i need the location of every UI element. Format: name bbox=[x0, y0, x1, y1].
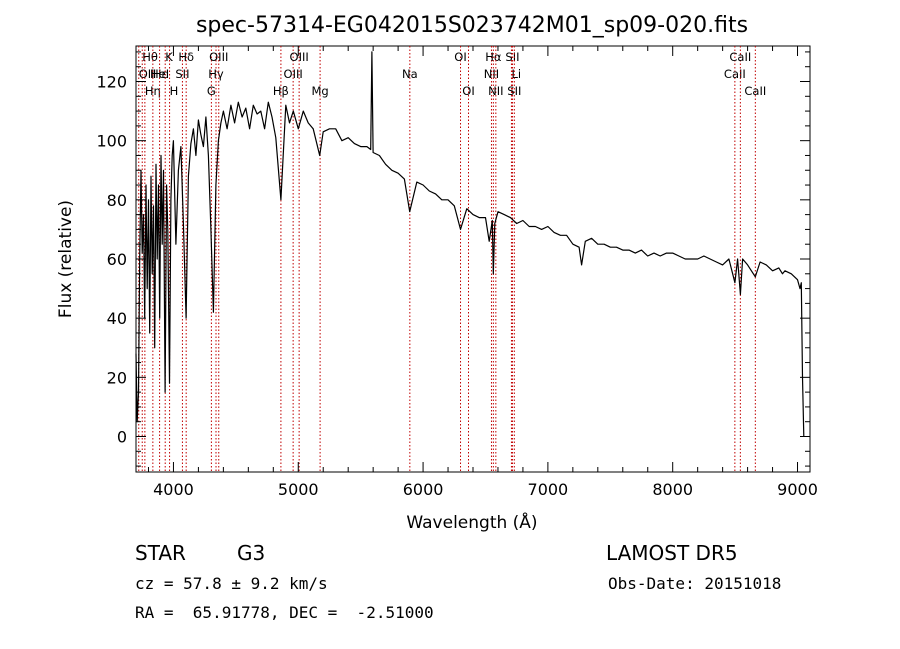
y-tick-label: 20 bbox=[107, 368, 127, 387]
line-marker-label: HeI bbox=[150, 67, 169, 81]
spectrum-line bbox=[135, 51, 805, 437]
survey-label: LAMOST DR5 bbox=[606, 541, 738, 565]
line-markers: OIIHθHηHεHeIKHSIIHδGHγOIIIHβOIIIOIIIMgNa… bbox=[138, 46, 766, 472]
line-marker-label: Li bbox=[511, 67, 521, 81]
y-axis-label: Flux (relative) bbox=[56, 200, 76, 318]
x-tick-label: 5000 bbox=[278, 480, 319, 499]
line-marker-label: NII bbox=[488, 84, 503, 98]
line-marker-label: Hθ bbox=[142, 50, 158, 64]
axis-ticks: 4000 5000 6000 7000 8000 9000 0 20 40 60 80 100 120 bbox=[96, 46, 818, 499]
line-marker-label: Hη bbox=[145, 84, 161, 98]
line-marker-label: Mg bbox=[311, 84, 328, 98]
line-marker-label: OI bbox=[454, 50, 466, 64]
line-marker-label: CaII bbox=[744, 84, 766, 98]
line-marker-label: H bbox=[170, 84, 179, 98]
spectrum-series bbox=[135, 51, 805, 437]
y-tick-label: 80 bbox=[107, 191, 127, 210]
coordinates-text: RA = 65.91778, DEC = -2.51000 bbox=[135, 603, 434, 622]
y-tick-label: 60 bbox=[107, 250, 127, 269]
line-marker-label: NII bbox=[484, 67, 499, 81]
x-tick-label: 7000 bbox=[528, 480, 569, 499]
line-marker-label: CaII bbox=[729, 50, 751, 64]
line-marker-label: OIII bbox=[209, 50, 228, 64]
x-tick-label: 9000 bbox=[777, 480, 818, 499]
line-marker-label: Hγ bbox=[208, 67, 224, 81]
class-label: STAR bbox=[135, 541, 186, 565]
subclass-label: G3 bbox=[237, 541, 266, 565]
y-tick-label: 120 bbox=[96, 73, 127, 92]
x-tick-label: 6000 bbox=[403, 480, 444, 499]
x-axis-label: Wavelength (Å) bbox=[406, 511, 537, 533]
line-marker-label: CaII bbox=[724, 67, 746, 81]
line-marker-label: SII bbox=[175, 67, 189, 81]
line-marker-label: Hε bbox=[153, 67, 168, 81]
chart-title: spec-57314-EG042015S023742M01_sp09-020.f… bbox=[196, 13, 748, 38]
obs-date-text: Obs-Date: 20151018 bbox=[608, 574, 782, 593]
x-tick-label: 8000 bbox=[652, 480, 693, 499]
x-tick-label: 4000 bbox=[153, 480, 194, 499]
line-marker-label: G bbox=[207, 84, 216, 98]
line-marker-label: SII bbox=[505, 50, 519, 64]
redshift-text: cz = 57.8 ± 9.2 km/s bbox=[135, 574, 328, 593]
line-marker-label: SII bbox=[507, 84, 521, 98]
line-marker-label: Hβ bbox=[273, 84, 289, 98]
line-marker-label: Na bbox=[402, 67, 418, 81]
line-marker-label: OIII bbox=[284, 67, 303, 81]
line-marker-label: Hδ bbox=[178, 50, 194, 64]
y-tick-label: 100 bbox=[96, 132, 127, 151]
line-marker-label: OIII bbox=[290, 50, 309, 64]
y-tick-label: 0 bbox=[117, 428, 127, 447]
line-marker-label: OI bbox=[462, 84, 474, 98]
line-marker-label: Hα bbox=[485, 50, 502, 64]
y-tick-label: 40 bbox=[107, 309, 127, 328]
